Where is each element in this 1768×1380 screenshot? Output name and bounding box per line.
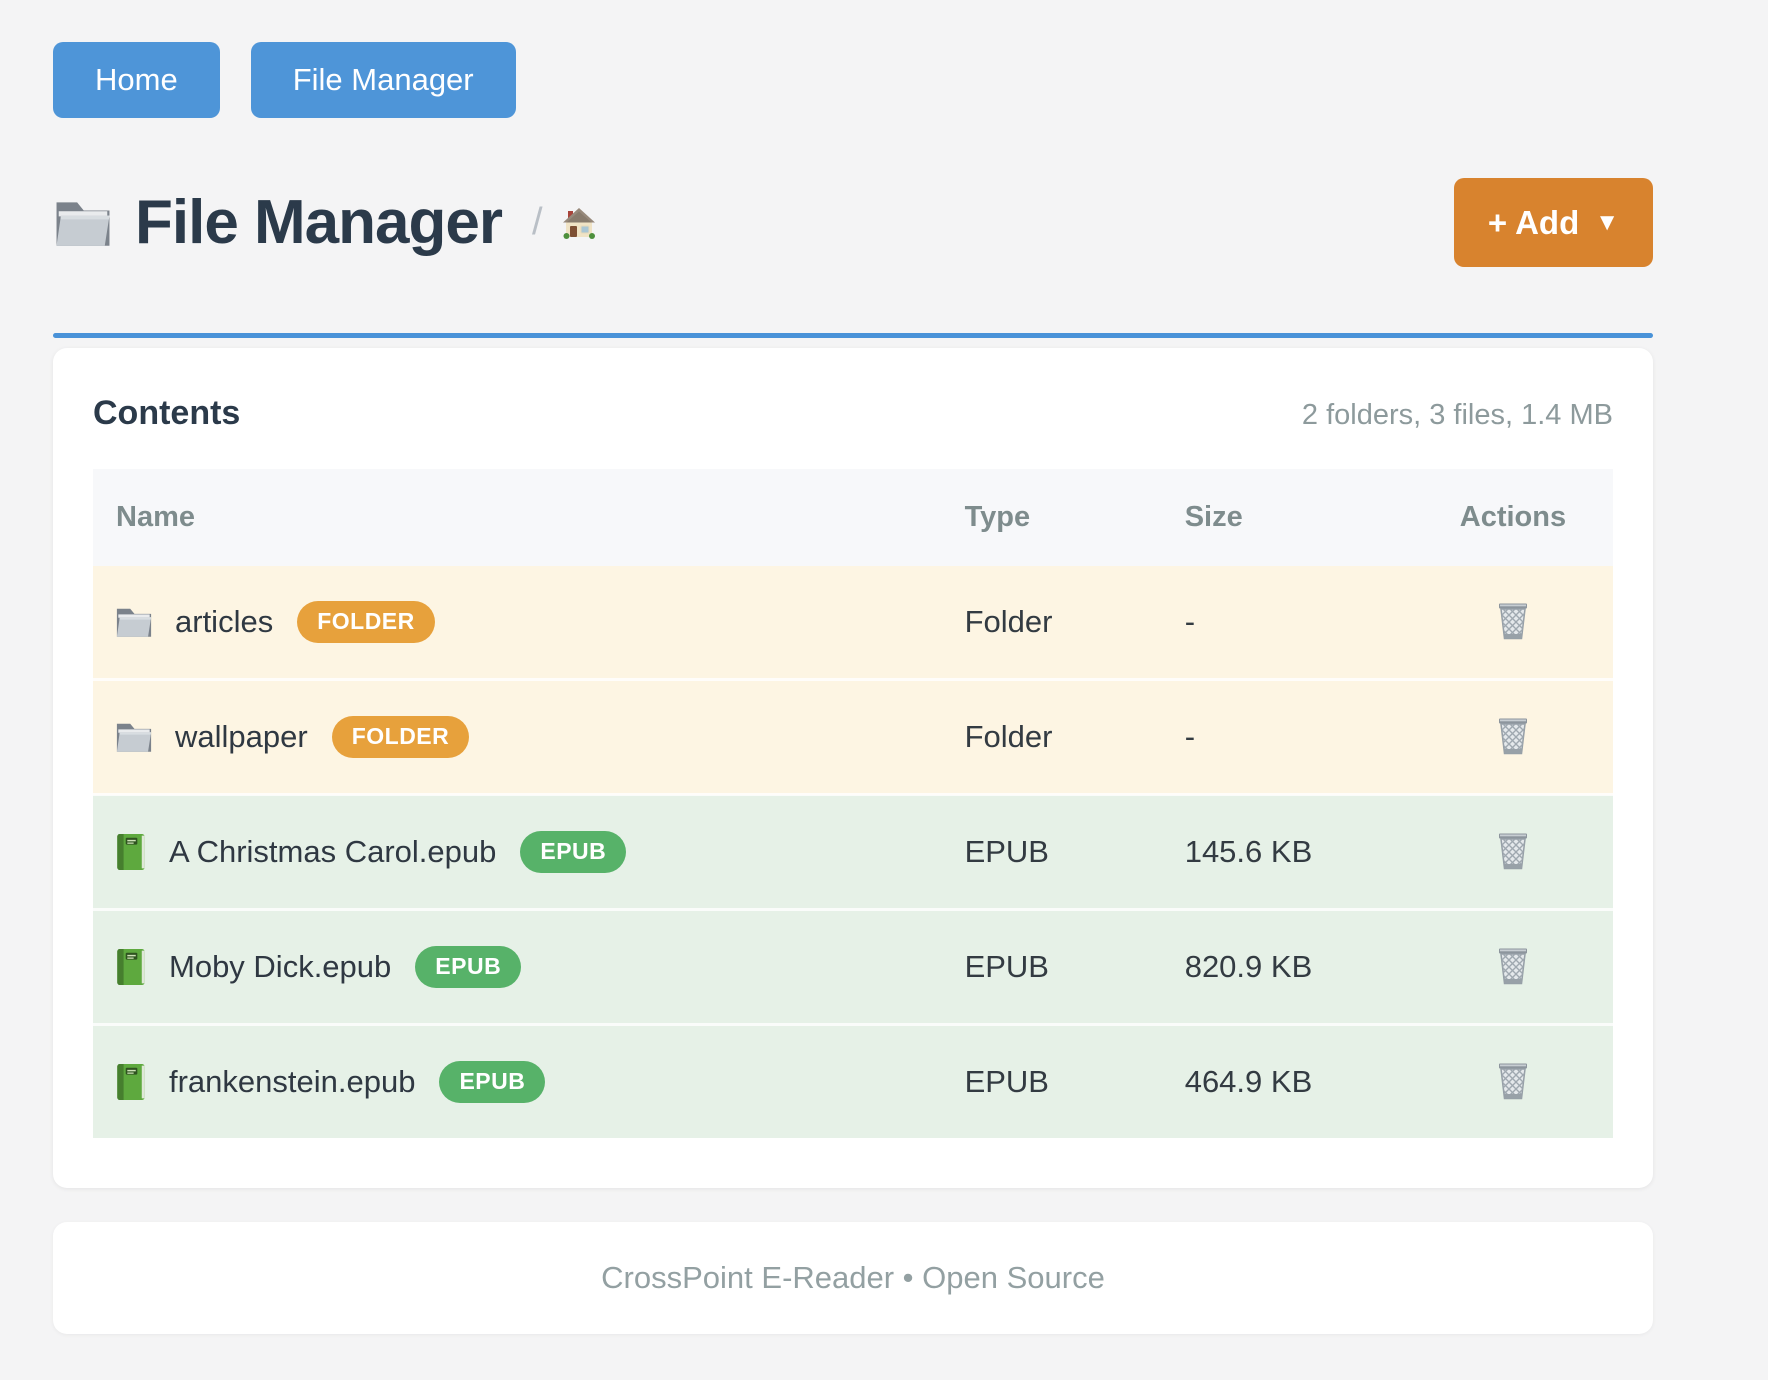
green-book-icon bbox=[117, 1064, 145, 1100]
green-book-icon bbox=[117, 949, 145, 985]
cell-size: 145.6 KB bbox=[1184, 793, 1413, 910]
trash-icon bbox=[1498, 947, 1528, 985]
table-row: Moby Dick.epub EPUB EPUB 820.9 KB bbox=[93, 908, 1613, 1025]
cell-size: - bbox=[1184, 678, 1413, 795]
page-header: File Manager / + Add ▼ bbox=[53, 178, 1653, 267]
files-table: Name Type Size Actions articles FOLDER F… bbox=[93, 469, 1613, 1138]
trash-icon bbox=[1498, 832, 1528, 870]
type-badge: FOLDER bbox=[297, 601, 435, 643]
column-header-actions: Actions bbox=[1412, 469, 1613, 566]
contents-heading: Contents bbox=[93, 394, 241, 432]
file-name[interactable]: Moby Dick.epub bbox=[169, 949, 392, 984]
folder-icon bbox=[116, 723, 152, 752]
trash-icon bbox=[1498, 1062, 1528, 1100]
delete-button[interactable] bbox=[1489, 940, 1537, 992]
table-header-row: Name Type Size Actions bbox=[93, 469, 1613, 566]
folder-icon bbox=[56, 201, 110, 246]
file-name[interactable]: articles bbox=[175, 604, 274, 639]
footer-text: CrossPoint E-Reader • Open Source bbox=[601, 1260, 1105, 1295]
delete-button[interactable] bbox=[1489, 825, 1537, 877]
column-header-size: Size bbox=[1184, 469, 1413, 566]
cell-type: Folder bbox=[964, 566, 1185, 680]
folder-icon bbox=[116, 608, 152, 637]
type-badge: EPUB bbox=[439, 1061, 546, 1103]
green-book-icon bbox=[117, 834, 145, 870]
cell-size: 820.9 KB bbox=[1184, 908, 1413, 1025]
delete-button[interactable] bbox=[1489, 595, 1537, 647]
table-row: wallpaper FOLDER Folder - bbox=[93, 678, 1613, 795]
footer-card: CrossPoint E-Reader • Open Source bbox=[53, 1222, 1653, 1334]
cell-type: Folder bbox=[964, 678, 1185, 795]
breadcrumb-separator: / bbox=[532, 201, 543, 243]
delete-button[interactable] bbox=[1489, 710, 1537, 762]
top-navigation: Home File Manager bbox=[53, 42, 1653, 118]
file-name[interactable]: A Christmas Carol.epub bbox=[169, 834, 497, 869]
add-button-label: + Add bbox=[1487, 203, 1580, 241]
table-row: articles FOLDER Folder - bbox=[93, 566, 1613, 680]
table-row: frankenstein.epub EPUB EPUB 464.9 KB bbox=[93, 1023, 1613, 1138]
column-header-name: Name bbox=[93, 469, 965, 566]
type-badge: EPUB bbox=[415, 946, 522, 988]
nav-file-manager-button[interactable]: File Manager bbox=[250, 42, 516, 118]
cell-type: EPUB bbox=[964, 793, 1185, 910]
title-divider bbox=[53, 333, 1653, 338]
page: Home File Manager File Manager / + Add ▼… bbox=[53, 0, 1653, 1334]
delete-button[interactable] bbox=[1489, 1055, 1537, 1107]
column-header-type: Type bbox=[964, 469, 1185, 566]
contents-card-header: Contents 2 folders, 3 files, 1.4 MB bbox=[93, 394, 1613, 433]
cell-size: 464.9 KB bbox=[1184, 1023, 1413, 1138]
cell-size: - bbox=[1184, 566, 1413, 680]
file-name[interactable]: wallpaper bbox=[175, 719, 308, 754]
chevron-down-icon: ▼ bbox=[1595, 208, 1619, 236]
type-badge: EPUB bbox=[520, 831, 627, 873]
add-button[interactable]: + Add ▼ bbox=[1453, 178, 1653, 267]
trash-icon bbox=[1498, 602, 1528, 640]
nav-home-button[interactable]: Home bbox=[53, 42, 220, 118]
house-icon[interactable] bbox=[561, 206, 597, 240]
cell-type: EPUB bbox=[964, 908, 1185, 1025]
file-name[interactable]: frankenstein.epub bbox=[169, 1064, 416, 1099]
table-row: A Christmas Carol.epub EPUB EPUB 145.6 K… bbox=[93, 793, 1613, 910]
page-title: File Manager bbox=[135, 188, 503, 257]
trash-icon bbox=[1498, 717, 1528, 755]
type-badge: FOLDER bbox=[331, 716, 470, 758]
cell-type: EPUB bbox=[964, 1023, 1185, 1138]
contents-summary: 2 folders, 3 files, 1.4 MB bbox=[1301, 399, 1613, 431]
contents-card: Contents 2 folders, 3 files, 1.4 MB Name… bbox=[53, 348, 1653, 1188]
